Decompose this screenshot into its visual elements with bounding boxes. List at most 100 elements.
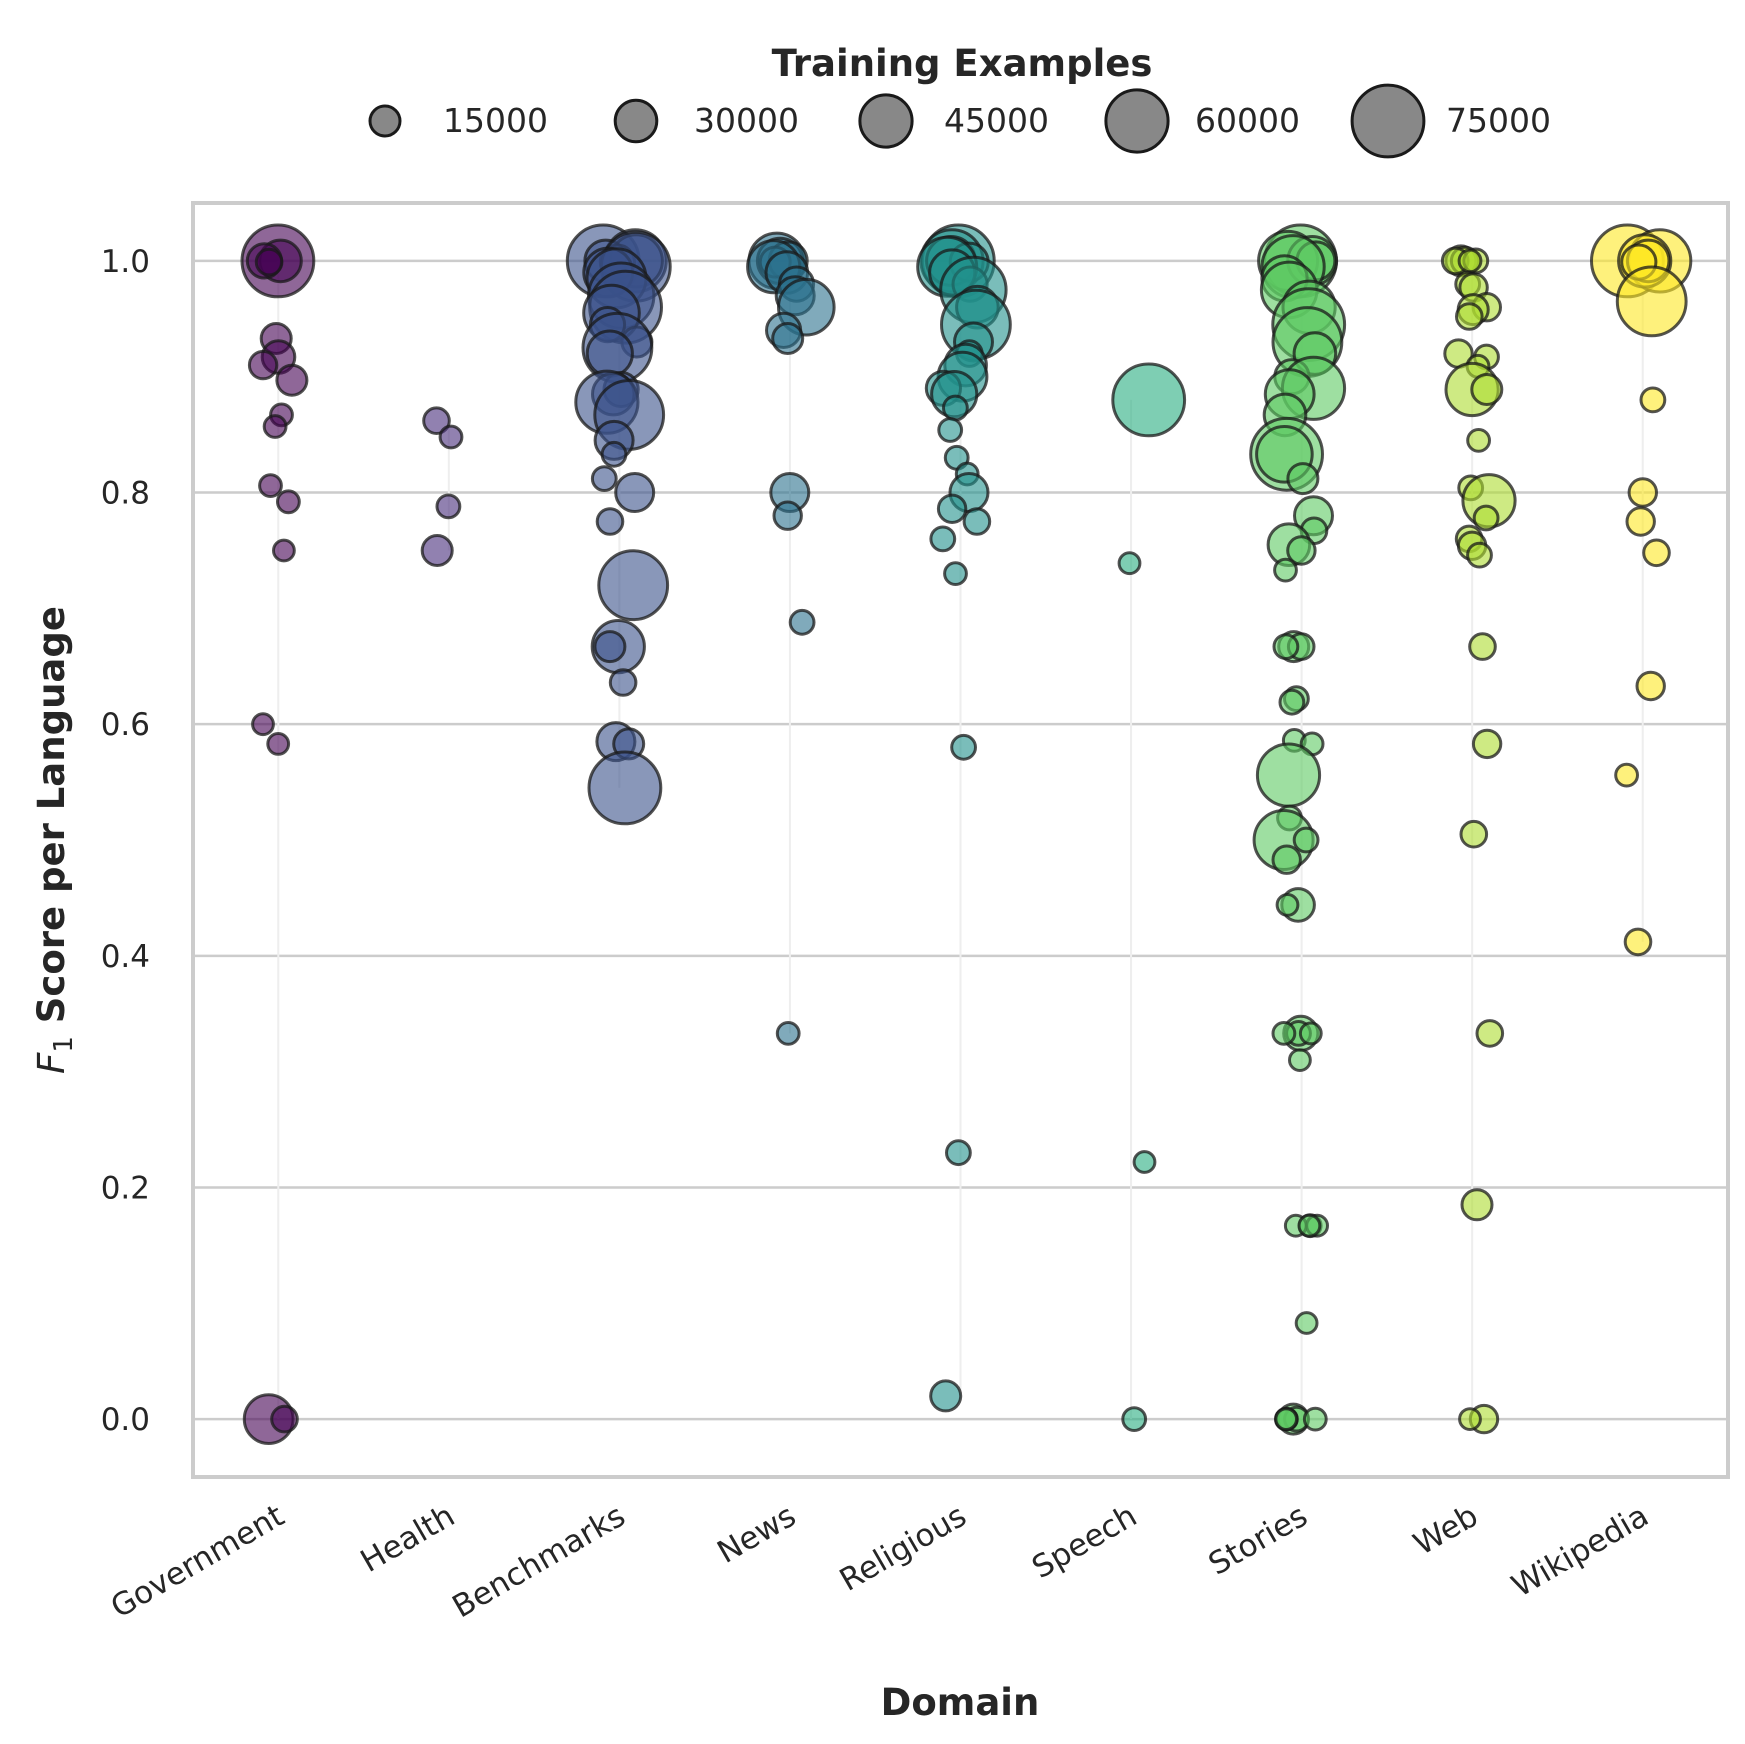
data-point <box>1642 538 1671 568</box>
data-point <box>1271 844 1302 875</box>
series-speech <box>1111 362 1187 1432</box>
y-tick-label: 0.0 <box>101 1402 150 1438</box>
data-point <box>1271 1021 1297 1046</box>
data-point <box>942 394 969 422</box>
y-tick-label: 1.0 <box>101 244 150 280</box>
series-wikipedia <box>1590 223 1693 957</box>
data-point <box>276 489 301 515</box>
data-point <box>1471 728 1503 760</box>
data-point <box>1111 362 1187 438</box>
data-point <box>1275 893 1300 917</box>
data-point <box>595 507 625 536</box>
data-point <box>1615 265 1688 338</box>
series-benchmarks <box>565 223 672 826</box>
data-point <box>438 424 464 450</box>
legend-title: Training Examples <box>772 42 1153 85</box>
data-point <box>929 1379 963 1413</box>
series-news <box>746 231 836 1046</box>
data-point <box>1466 428 1491 453</box>
series-health <box>420 406 464 567</box>
data-point <box>1288 1048 1312 1072</box>
data-point <box>950 733 977 761</box>
y-tick-label: 0.8 <box>101 476 150 512</box>
data-point <box>1286 462 1320 496</box>
data-point <box>585 329 634 378</box>
data-point <box>962 507 992 536</box>
x-tick-label: Government <box>105 1498 290 1626</box>
data-point <box>1627 477 1659 508</box>
data-point <box>1278 688 1306 716</box>
data-point <box>1455 302 1484 331</box>
data-point <box>1117 551 1142 576</box>
data-point <box>1623 927 1653 957</box>
data-point <box>587 750 663 826</box>
data-point <box>251 712 275 737</box>
data-point <box>593 630 627 664</box>
data-point <box>1639 386 1667 414</box>
x-tick-label: Religious <box>834 1498 973 1599</box>
data-point <box>771 322 805 355</box>
data-point <box>1255 742 1322 808</box>
data-point <box>936 493 968 524</box>
y-axis-label-sub: 1 <box>49 1036 79 1053</box>
y-axis-label-rest: Score per Language <box>30 606 73 1036</box>
data-point <box>258 473 283 499</box>
data-point <box>1286 535 1317 566</box>
y-tick-label: 0.4 <box>101 939 150 975</box>
data-point <box>1273 557 1298 583</box>
data-point <box>1292 826 1320 854</box>
series-religious <box>916 223 1012 1413</box>
data-point <box>945 1139 972 1167</box>
plot-area <box>191 201 1730 1479</box>
data-point <box>420 534 454 567</box>
legend-marker <box>1350 83 1426 159</box>
y-axis-ticks: 0.0 0.2 0.4 0.6 0.8 1.0 <box>101 244 150 1438</box>
x-tick-label: Benchmarks <box>446 1498 631 1626</box>
x-tick-label: Wikipedia <box>1506 1498 1655 1605</box>
data-point <box>247 349 279 381</box>
data-point <box>608 668 638 697</box>
data-point <box>1468 632 1497 661</box>
legend: Training Examples 15000 30000 45000 60000 75… <box>368 42 1551 159</box>
data-point <box>1294 1311 1319 1335</box>
data-point <box>272 538 296 563</box>
data-point <box>614 472 656 513</box>
data-point <box>1298 1021 1323 1046</box>
data-point <box>1635 670 1666 702</box>
data-point <box>1274 1407 1298 1431</box>
data-point <box>929 525 957 553</box>
legend-label: 15000 <box>443 101 548 140</box>
data-point <box>1121 1406 1148 1432</box>
y-axis-label-var: F <box>30 1052 73 1074</box>
x-tick-label: Web <box>1408 1498 1485 1563</box>
data-point <box>1470 373 1504 406</box>
data-point <box>1297 1213 1322 1238</box>
x-axis-label: Domain <box>881 1681 1040 1724</box>
data-point <box>788 608 816 636</box>
y-tick-label: 0.2 <box>101 1170 150 1206</box>
data-point <box>1466 541 1493 569</box>
legend-marker <box>368 104 402 138</box>
x-tick-label: Stories <box>1203 1498 1314 1583</box>
data-point <box>262 414 288 439</box>
series-web <box>1440 244 1517 1435</box>
plot-frame <box>191 201 1730 1479</box>
data-point <box>435 493 462 520</box>
data-point <box>1614 762 1639 788</box>
data-point <box>590 465 618 493</box>
x-tick-label: News <box>711 1498 802 1571</box>
legend-marker <box>613 98 659 144</box>
data-point <box>1459 819 1489 849</box>
legend-entries: 15000 30000 45000 60000 75000 <box>368 83 1551 159</box>
x-tick-label: Speech <box>1026 1498 1143 1586</box>
legend-label: 75000 <box>1446 101 1551 140</box>
legend-marker <box>1104 88 1170 154</box>
data-point <box>597 549 670 622</box>
data-point <box>1475 1019 1505 1048</box>
data-point <box>1458 1407 1482 1431</box>
y-axis-label: F1 Score per Language <box>30 606 79 1074</box>
data-point <box>1132 1150 1157 1174</box>
series-stories <box>1249 223 1347 1436</box>
